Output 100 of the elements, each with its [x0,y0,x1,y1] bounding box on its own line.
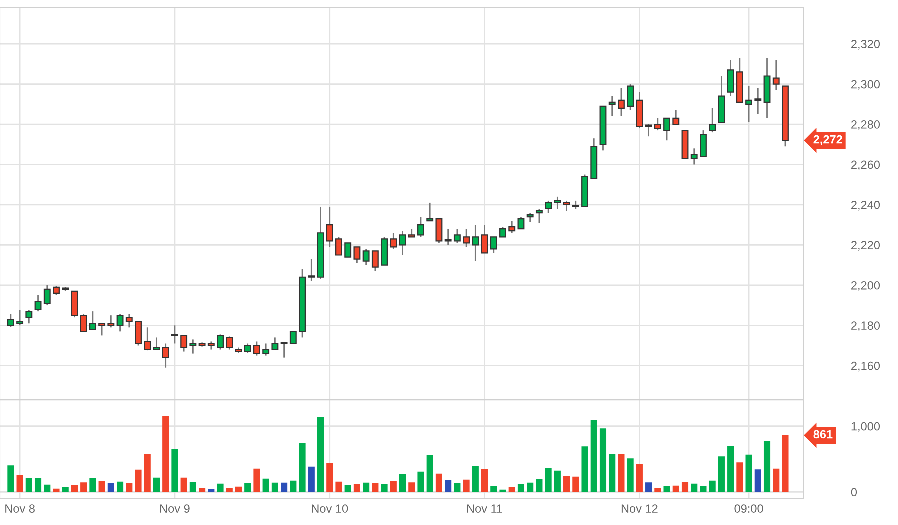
candlestick [618,88,625,118]
candlestick [116,314,124,332]
candlestick [627,84,634,112]
bar [254,468,260,492]
bar [646,482,652,492]
bar [682,482,689,492]
candlestick [354,246,361,264]
bar [782,436,789,492]
bar [98,482,106,492]
candlestick [399,230,406,256]
candlestick [481,224,488,254]
bar [754,470,762,492]
candlestick [563,200,570,212]
bar [636,464,643,492]
candlestick [372,250,379,272]
bar [672,486,680,492]
bar [117,482,124,492]
y-tick-label: 2,320 [852,40,880,50]
bar [308,466,315,492]
y-tick-label: 2,160 [852,362,880,372]
candlestick [7,314,14,328]
bar [764,441,771,492]
bar [199,488,206,492]
bar [208,489,215,492]
bar [190,482,196,492]
bar [172,449,178,492]
bar [518,484,525,492]
bar [281,482,288,492]
bar [454,483,461,492]
bar [691,484,698,492]
candlestick [53,286,60,296]
bar [153,478,160,492]
candlestick [390,232,398,250]
bar [527,482,534,492]
bar [664,486,670,492]
bar [26,478,32,492]
bar [728,446,734,492]
bar [372,484,379,492]
candlestick [326,206,334,248]
candlestick [153,337,160,350]
x-tick-label: Nov 12 [622,504,658,513]
candlestick [26,310,33,324]
candlestick [536,208,543,224]
candlestick [144,326,152,352]
candlestick [518,216,525,230]
bar [709,480,716,492]
candlestick [754,88,762,116]
candlestick [554,196,562,210]
candlestick [254,341,260,356]
candlestick [162,343,170,369]
bar [618,454,625,492]
bar [481,469,488,492]
candlestick [672,110,680,126]
candlestick [272,337,279,350]
bar [463,480,470,492]
y-tick-label: 2,300 [852,80,880,90]
bar [590,420,598,492]
candlestick [135,320,142,346]
bar [381,484,388,492]
bar [336,482,342,492]
y-tick-label: 2,260 [852,160,880,171]
bar [317,417,324,492]
candlestick [436,218,443,244]
candlestick [444,228,452,246]
candlestick [664,118,670,142]
bar [500,490,506,492]
candlestick [463,228,470,248]
bar [536,479,543,492]
bar [773,468,780,492]
bar [344,486,352,492]
candlestick [80,314,88,333]
bar [700,486,707,492]
bar [8,466,14,492]
candlestick [308,258,316,282]
bar [472,466,479,492]
y-tick-label: 2,220 [852,241,880,251]
y-tick-label: 2,180 [852,322,880,332]
text: 861 [814,430,833,439]
candlestick [171,324,178,344]
candlestick [500,226,506,238]
y-tick-label: 1,000 [852,422,880,432]
bar [290,480,297,492]
bar [135,470,142,492]
bar [564,476,570,492]
candlestick [772,59,780,92]
candlestick [472,224,480,262]
bar [108,484,114,492]
candlestick [709,108,716,134]
bar [299,443,306,492]
candlestick [280,342,288,359]
bar [62,487,69,492]
x-tick-label: Nov 11 [467,504,502,513]
bar [554,470,561,492]
bar [71,486,78,492]
bar [235,486,242,492]
bar [426,455,434,492]
candlestick [418,216,424,238]
x-tick-label: 09:00 [734,504,764,513]
candlestick [690,148,698,166]
bar [399,474,406,492]
